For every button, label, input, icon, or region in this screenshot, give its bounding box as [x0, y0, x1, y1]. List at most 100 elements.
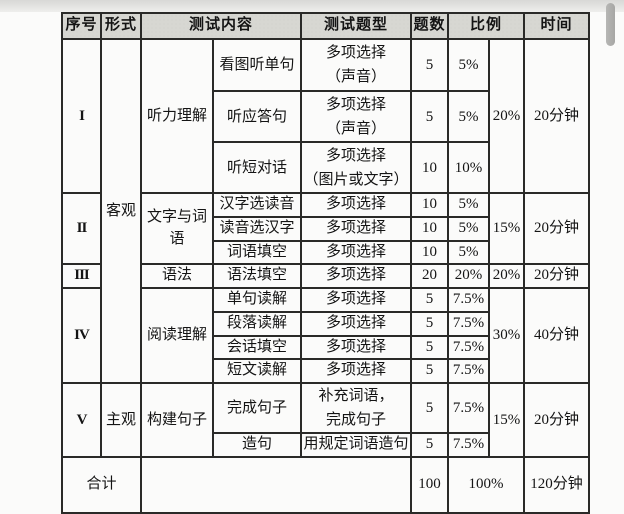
cell-count: 5 — [410, 38, 450, 92]
table-row: 造句 用规定词语造句 5 7.5% — [62, 432, 589, 458]
header-form: 形式 — [100, 12, 142, 40]
cell-percent: 7.5% — [447, 287, 491, 313]
cell-percent: 5% — [447, 90, 491, 143]
exam-structure-table: 序号 形式 测试内容 测试题型 题数 比例 时间 I 客观 听力理解 看图听单句… — [61, 12, 591, 514]
cell-count: 5 — [410, 358, 450, 384]
section-index: V — [61, 382, 102, 458]
page-top-shadow — [0, 0, 624, 12]
scrollbar-thumb[interactable] — [606, 3, 615, 46]
table-row: 读音选汉字 多项选择 10 5% — [62, 215, 589, 242]
cell-subtype: 读音选汉字 — [211, 215, 303, 242]
table-row: I 客观 听力理解 看图听单句 多项选择 （声音） 5 5% 20% 20分钟 — [61, 38, 591, 384]
header-time: 时间 — [523, 12, 591, 40]
cell-percent: 7.5% — [447, 310, 491, 337]
cell-subtype: 听短对话 — [211, 141, 303, 194]
cell-question-type: 多项选择 — [300, 287, 413, 313]
cell-subtype: 语法填空 — [211, 263, 303, 289]
cell-count: 20 — [410, 263, 450, 289]
cell-count: 10 — [410, 192, 450, 218]
group-percent: 20% — [488, 38, 526, 194]
cell-count: 10 — [410, 215, 450, 242]
cell-count: 5 — [410, 287, 450, 313]
group-time: 20分钟 — [523, 382, 591, 458]
cell-percent: 7.5% — [447, 334, 491, 361]
group-percent: 15% — [488, 191, 526, 266]
cell-percent: 7.5% — [447, 382, 491, 434]
section-content: 语法 — [140, 263, 214, 289]
cell-count: 5 — [410, 90, 450, 143]
cell-question-type: 多项选择 — [300, 334, 413, 361]
cell-subtype: 看图听单句 — [211, 38, 303, 92]
cell-subtype: 听应答句 — [211, 90, 303, 143]
cell-question-type: 多项选择 — [300, 310, 413, 337]
cell-subtype: 词语填空 — [211, 239, 303, 266]
cell-question-type: 多项选择 — [300, 263, 413, 289]
cell-question-type: 多项选择 （声音） — [300, 38, 413, 92]
total-percent: 100% — [447, 455, 526, 514]
total-empty-cell — [139, 455, 413, 514]
header-count: 题数 — [410, 12, 450, 40]
group-percent: 20% — [488, 263, 526, 289]
group-percent: 15% — [488, 382, 526, 458]
cell-count: 10 — [410, 239, 450, 266]
cell-subtype: 完成句子 — [211, 382, 303, 434]
table-row: 段落读解 多项选择 5 7.5% — [62, 310, 589, 337]
total-label: 合计 — [61, 455, 142, 514]
total-row: 合计 100 100% 120分钟 — [61, 455, 591, 514]
cell-subtype: 单句读解 — [211, 287, 303, 313]
group-time: 20分钟 — [523, 263, 591, 289]
form-objective: 客观 — [100, 38, 142, 384]
group-time: 40分钟 — [523, 287, 591, 384]
section-content: 阅读理解 — [140, 287, 214, 384]
cell-question-type: 多项选择 （图片或文字） — [300, 141, 413, 194]
table-row: 短文读解 多项选择 5 7.5% — [62, 358, 589, 384]
form-subjective: 主观 — [100, 382, 142, 458]
cell-question-type: 多项选择 — [300, 215, 413, 242]
table-row: IV 阅读理解 单句读解 多项选择 5 7.5% 30% 40分钟 — [61, 287, 591, 384]
cell-subtype: 会话填空 — [211, 334, 303, 361]
section-index: II — [61, 191, 102, 266]
cell-subtype: 造句 — [211, 432, 303, 458]
group-time: 20分钟 — [523, 191, 591, 266]
group-percent: 30% — [488, 287, 526, 384]
cell-percent: 7.5% — [447, 358, 491, 384]
cell-percent: 20% — [447, 263, 491, 289]
header-row: 序号 形式 测试内容 测试题型 题数 比例 时间 — [61, 12, 591, 40]
total-time: 120分钟 — [523, 455, 591, 514]
cell-question-type: 多项选择 — [300, 239, 413, 266]
total-count: 100 — [410, 455, 450, 514]
section-index: IV — [61, 287, 102, 384]
cell-percent: 5% — [447, 38, 491, 92]
header-index: 序号 — [61, 12, 102, 40]
section-index: III — [61, 263, 102, 289]
group-time: 20分钟 — [523, 38, 591, 194]
table-row: III 语法 语法填空 多项选择 20 20% 20% 20分钟 — [61, 263, 591, 289]
header-question-type: 测试题型 — [300, 12, 413, 40]
table-row: 听短对话 多项选择 （图片或文字） 10 10% — [62, 141, 589, 194]
header-content: 测试内容 — [139, 12, 303, 40]
cell-count: 5 — [410, 334, 450, 361]
cell-question-type: 补充词语， 完成句子 — [300, 382, 413, 434]
cell-question-type: 用规定词语造句 — [300, 432, 413, 458]
cell-count: 5 — [410, 432, 450, 458]
cell-percent: 7.5% — [447, 432, 491, 458]
table-row: 会话填空 多项选择 5 7.5% — [62, 334, 589, 361]
section-content: 文字与词语 — [140, 191, 214, 266]
section-index: I — [61, 38, 102, 194]
section-content: 听力理解 — [140, 38, 214, 194]
cell-question-type: 多项选择 （声音） — [300, 90, 413, 143]
table-row: V 主观 构建句子 完成句子 补充词语， 完成句子 5 7.5% 15% 20分… — [61, 382, 591, 458]
table-row: II 文字与词语 汉字选读音 多项选择 10 5% 15% 20分钟 — [61, 191, 591, 266]
cell-percent: 5% — [447, 239, 491, 266]
cell-percent: 10% — [447, 141, 491, 194]
section-content: 构建句子 — [140, 382, 214, 458]
cell-subtype: 短文读解 — [211, 358, 303, 384]
cell-subtype: 段落读解 — [211, 310, 303, 337]
cell-question-type: 多项选择 — [300, 358, 413, 384]
table-row: 词语填空 多项选择 10 5% — [62, 239, 589, 266]
cell-count: 5 — [410, 310, 450, 337]
cell-subtype: 汉字选读音 — [211, 192, 303, 218]
cell-percent: 5% — [447, 192, 491, 218]
cell-count: 10 — [410, 141, 450, 194]
cell-percent: 5% — [447, 215, 491, 242]
